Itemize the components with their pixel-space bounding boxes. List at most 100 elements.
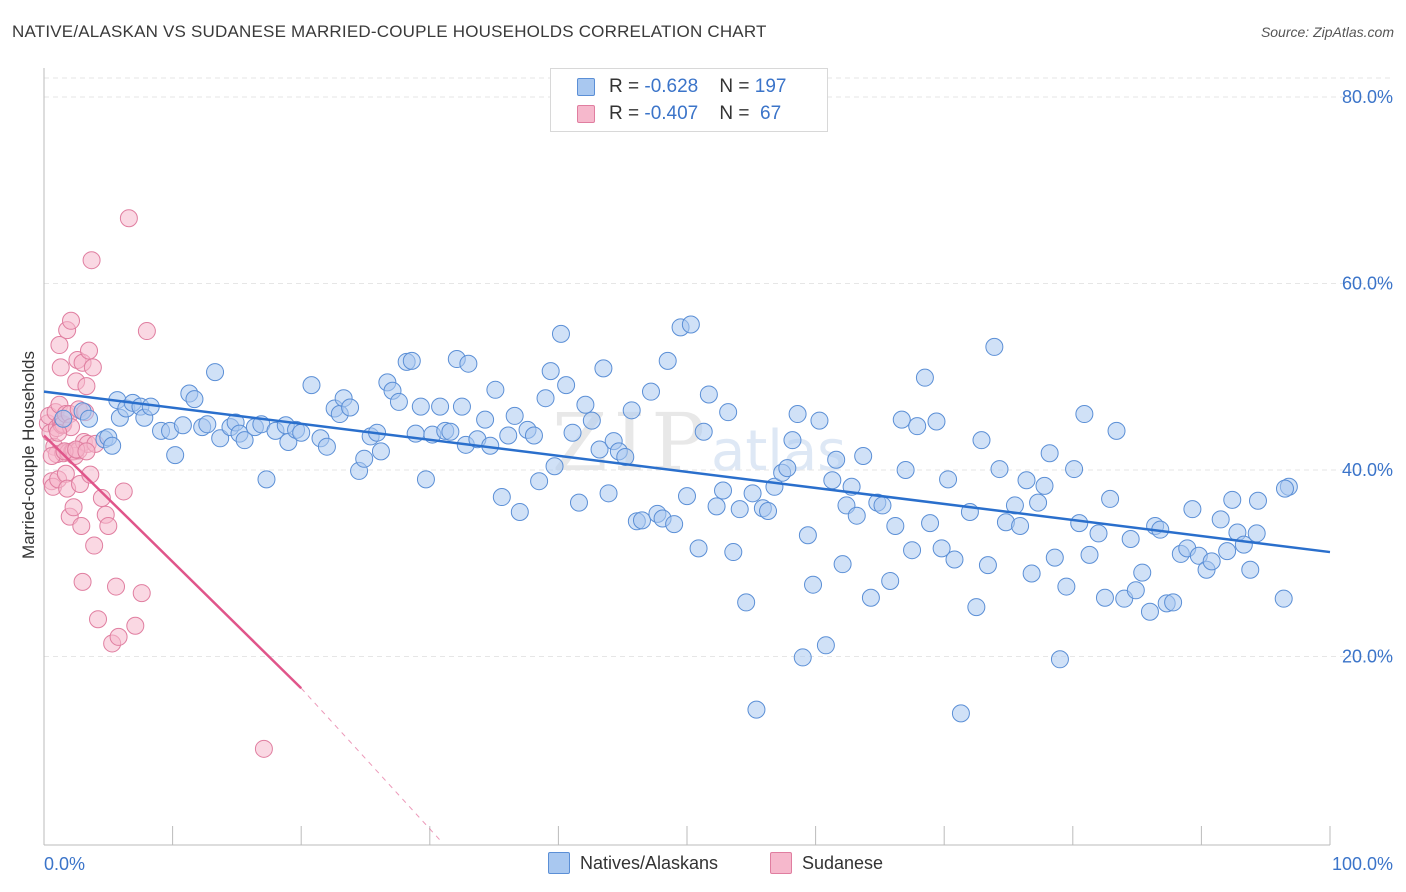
natives-point xyxy=(714,481,733,500)
natives-point xyxy=(476,410,495,429)
natives-point xyxy=(699,385,718,404)
sudanese-point xyxy=(126,616,145,635)
chart-title: NATIVE/ALASKAN VS SUDANESE MARRIED-COUPL… xyxy=(12,22,767,41)
natives-point xyxy=(341,398,360,417)
natives-point xyxy=(302,376,321,395)
natives-point xyxy=(292,423,311,442)
natives-point xyxy=(783,431,802,450)
natives-point xyxy=(530,472,549,491)
gridlines xyxy=(44,77,1392,657)
natives-point xyxy=(103,436,122,455)
natives-point xyxy=(185,390,204,409)
natives-point xyxy=(1107,421,1126,440)
natives-point xyxy=(967,598,986,617)
sudanese-point xyxy=(77,377,96,396)
x-tick-label-right: 100.0% xyxy=(1332,854,1393,874)
natives-point xyxy=(1045,548,1064,567)
natives-point xyxy=(563,423,582,442)
sudanese-points xyxy=(38,209,273,758)
sudanese-point xyxy=(50,336,69,355)
natives-point xyxy=(545,457,564,476)
natives-point xyxy=(804,575,823,594)
natives-point xyxy=(317,437,336,456)
natives-point xyxy=(759,502,778,521)
sudanese-point xyxy=(72,516,91,535)
natives-point xyxy=(1040,444,1059,463)
sudanese-point xyxy=(81,465,100,484)
natives-point xyxy=(499,426,518,445)
legend-natives[interactable]: Natives/Alaskans xyxy=(548,852,718,874)
natives-point xyxy=(743,484,762,503)
natives-point xyxy=(576,395,595,414)
natives-point xyxy=(492,488,511,507)
natives-point xyxy=(173,416,192,435)
natives-point xyxy=(1065,460,1084,479)
y-tick-label: 20.0% xyxy=(1342,647,1393,667)
natives-point xyxy=(939,470,958,489)
natives-point xyxy=(1140,602,1159,621)
natives-point xyxy=(551,324,570,343)
natives-trend-line xyxy=(43,390,1331,554)
legend-r-value: -0.628 xyxy=(644,76,699,97)
natives-point xyxy=(1029,493,1048,512)
natives-swatch-icon xyxy=(577,78,595,96)
natives-point xyxy=(951,704,970,723)
natives-point xyxy=(908,417,927,436)
natives-point xyxy=(833,555,852,574)
natives-point xyxy=(985,337,1004,356)
natives-point xyxy=(54,409,73,428)
natives-point xyxy=(416,470,435,489)
natives-point xyxy=(594,359,613,378)
natives-point xyxy=(1035,476,1054,495)
natives-point xyxy=(355,449,374,468)
sudanese-point xyxy=(109,627,128,646)
natives-point xyxy=(80,409,99,428)
natives-point xyxy=(1101,489,1120,508)
natives-point xyxy=(257,470,276,489)
sudanese-point xyxy=(80,341,99,360)
natives-point xyxy=(1274,589,1293,608)
natives-point xyxy=(452,397,471,416)
natives-point xyxy=(678,487,696,506)
natives-point xyxy=(1202,552,1221,571)
natives-point xyxy=(569,493,588,512)
sudanese-point xyxy=(77,442,96,461)
sudanese-point xyxy=(107,577,126,596)
natives-point xyxy=(622,401,641,420)
natives-point xyxy=(441,422,460,441)
natives-point xyxy=(972,431,991,450)
sudanese-legend-swatch-icon xyxy=(770,852,792,874)
legend-sudanese[interactable]: Sudanese xyxy=(770,852,883,874)
sudanese-trend-extension xyxy=(300,687,444,844)
natives-point xyxy=(798,526,817,545)
natives-point xyxy=(861,588,880,607)
natives-point xyxy=(1080,545,1099,564)
natives-points xyxy=(54,315,1298,723)
natives-point xyxy=(730,500,749,519)
sudanese-point xyxy=(82,251,101,270)
sudanese-swatch-icon xyxy=(577,105,595,123)
natives-point xyxy=(658,351,677,370)
sudanese-point xyxy=(137,322,156,341)
natives-point xyxy=(707,497,726,516)
natives-point xyxy=(389,392,408,411)
natives-point xyxy=(590,440,609,459)
natives-point xyxy=(978,556,997,575)
y-axis-title: Married-couple Households xyxy=(19,351,38,559)
natives-point xyxy=(1247,524,1266,543)
natives-point xyxy=(1218,542,1237,561)
sudanese-point xyxy=(254,739,273,758)
natives-point xyxy=(854,447,873,466)
natives-point xyxy=(1022,564,1041,583)
natives-point xyxy=(816,636,835,655)
natives-point xyxy=(1075,405,1094,424)
natives-point xyxy=(1211,510,1230,529)
natives-point xyxy=(371,442,390,461)
natives-point xyxy=(847,506,866,525)
natives-point xyxy=(873,496,892,515)
sudanese-point xyxy=(114,482,133,501)
natives-point xyxy=(689,539,708,558)
natives-point xyxy=(198,415,217,434)
natives-point xyxy=(235,431,254,450)
